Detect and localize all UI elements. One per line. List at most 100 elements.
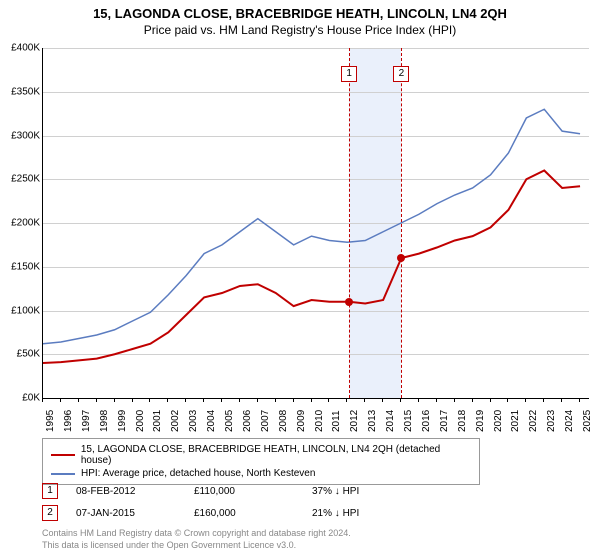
x-tick-mark (257, 398, 258, 402)
chart-container: 15, LAGONDA CLOSE, BRACEBRIDGE HEATH, LI… (0, 0, 600, 560)
x-tick-mark (239, 398, 240, 402)
x-tick-mark (275, 398, 276, 402)
y-tick-label: £250K (0, 174, 40, 185)
y-tick-label: £350K (0, 86, 40, 97)
x-tick-mark (96, 398, 97, 402)
x-tick-label: 2025 (582, 410, 593, 432)
x-tick-mark (114, 398, 115, 402)
x-tick-label: 2004 (206, 410, 217, 432)
event-price: £160,000 (194, 508, 294, 519)
event-diff: 37% ↓ HPI (312, 486, 412, 497)
event-price: £110,000 (194, 486, 294, 497)
y-tick-label: £150K (0, 261, 40, 272)
x-tick-label: 2015 (403, 410, 414, 432)
legend-label: HPI: Average price, detached house, Nort… (81, 468, 315, 479)
x-tick-mark (400, 398, 401, 402)
x-tick-label: 2013 (367, 410, 378, 432)
y-tick-label: £400K (0, 43, 40, 54)
x-tick-mark (328, 398, 329, 402)
chart-subtitle: Price paid vs. HM Land Registry's House … (0, 21, 600, 41)
x-tick-mark (221, 398, 222, 402)
footer-line1: Contains HM Land Registry data © Crown c… (42, 528, 351, 540)
legend-row: HPI: Average price, detached house, Nort… (51, 467, 471, 480)
x-tick-mark (436, 398, 437, 402)
x-tick-mark (185, 398, 186, 402)
event-date: 07-JAN-2015 (76, 508, 176, 519)
y-tick-label: £50K (0, 349, 40, 360)
x-tick-label: 2016 (421, 410, 432, 432)
x-tick-label: 2007 (260, 410, 271, 432)
plot-area: 12 (42, 48, 589, 399)
x-tick-mark (472, 398, 473, 402)
x-tick-mark (203, 398, 204, 402)
x-tick-label: 1999 (117, 410, 128, 432)
event-marker-box: 1 (341, 66, 357, 82)
x-tick-mark (293, 398, 294, 402)
x-tick-mark (42, 398, 43, 402)
event-line (401, 48, 402, 398)
footer-attribution: Contains HM Land Registry data © Crown c… (42, 528, 351, 551)
x-tick-label: 2024 (564, 410, 575, 432)
legend-swatch (51, 473, 75, 475)
x-tick-mark (490, 398, 491, 402)
x-tick-label: 2018 (457, 410, 468, 432)
event-date: 08-FEB-2012 (76, 486, 176, 497)
series-hpi (43, 109, 580, 344)
legend-row: 15, LAGONDA CLOSE, BRACEBRIDGE HEATH, LI… (51, 443, 471, 467)
x-tick-label: 2003 (188, 410, 199, 432)
x-tick-label: 2012 (349, 410, 360, 432)
event-row: 1 08-FEB-2012 £110,000 37% ↓ HPI (42, 480, 412, 502)
legend-label: 15, LAGONDA CLOSE, BRACEBRIDGE HEATH, LI… (81, 444, 471, 466)
x-tick-mark (454, 398, 455, 402)
x-tick-mark (561, 398, 562, 402)
x-tick-label: 2006 (242, 410, 253, 432)
x-tick-label: 2014 (385, 410, 396, 432)
event-number: 1 (42, 483, 58, 499)
event-number: 2 (42, 505, 58, 521)
series-price_paid (43, 171, 580, 364)
sale-marker (345, 298, 353, 306)
x-tick-mark (579, 398, 580, 402)
sale-marker (397, 254, 405, 262)
x-tick-mark (167, 398, 168, 402)
x-tick-label: 2001 (152, 410, 163, 432)
legend-swatch (51, 454, 75, 456)
x-tick-label: 1998 (99, 410, 110, 432)
x-tick-label: 2011 (331, 410, 342, 432)
x-tick-label: 2023 (546, 410, 557, 432)
x-tick-label: 2000 (135, 410, 146, 432)
events-table: 1 08-FEB-2012 £110,000 37% ↓ HPI 2 07-JAN-201… (42, 480, 412, 524)
x-tick-mark (311, 398, 312, 402)
footer-line2: This data is licensed under the Open Gov… (42, 540, 351, 552)
legend: 15, LAGONDA CLOSE, BRACEBRIDGE HEATH, LI… (42, 438, 480, 485)
x-tick-mark (346, 398, 347, 402)
line-layer (43, 48, 589, 398)
x-tick-label: 2008 (278, 410, 289, 432)
x-tick-mark (543, 398, 544, 402)
x-tick-mark (525, 398, 526, 402)
event-line (349, 48, 350, 398)
x-tick-label: 2022 (528, 410, 539, 432)
y-tick-label: £100K (0, 305, 40, 316)
x-tick-label: 2020 (493, 410, 504, 432)
x-tick-label: 2017 (439, 410, 450, 432)
x-tick-mark (60, 398, 61, 402)
x-tick-label: 2009 (296, 410, 307, 432)
y-tick-label: £0K (0, 393, 40, 404)
y-tick-label: £200K (0, 218, 40, 229)
x-tick-mark (382, 398, 383, 402)
x-tick-label: 2005 (224, 410, 235, 432)
x-tick-mark (149, 398, 150, 402)
x-tick-label: 2019 (475, 410, 486, 432)
x-tick-label: 1996 (63, 410, 74, 432)
x-tick-label: 2002 (170, 410, 181, 432)
chart-title: 15, LAGONDA CLOSE, BRACEBRIDGE HEATH, LI… (0, 0, 600, 21)
x-tick-mark (132, 398, 133, 402)
x-tick-mark (418, 398, 419, 402)
x-tick-label: 2021 (510, 410, 521, 432)
event-diff: 21% ↓ HPI (312, 508, 412, 519)
y-tick-label: £300K (0, 130, 40, 141)
event-row: 2 07-JAN-2015 £160,000 21% ↓ HPI (42, 502, 412, 524)
x-tick-mark (364, 398, 365, 402)
x-tick-mark (507, 398, 508, 402)
